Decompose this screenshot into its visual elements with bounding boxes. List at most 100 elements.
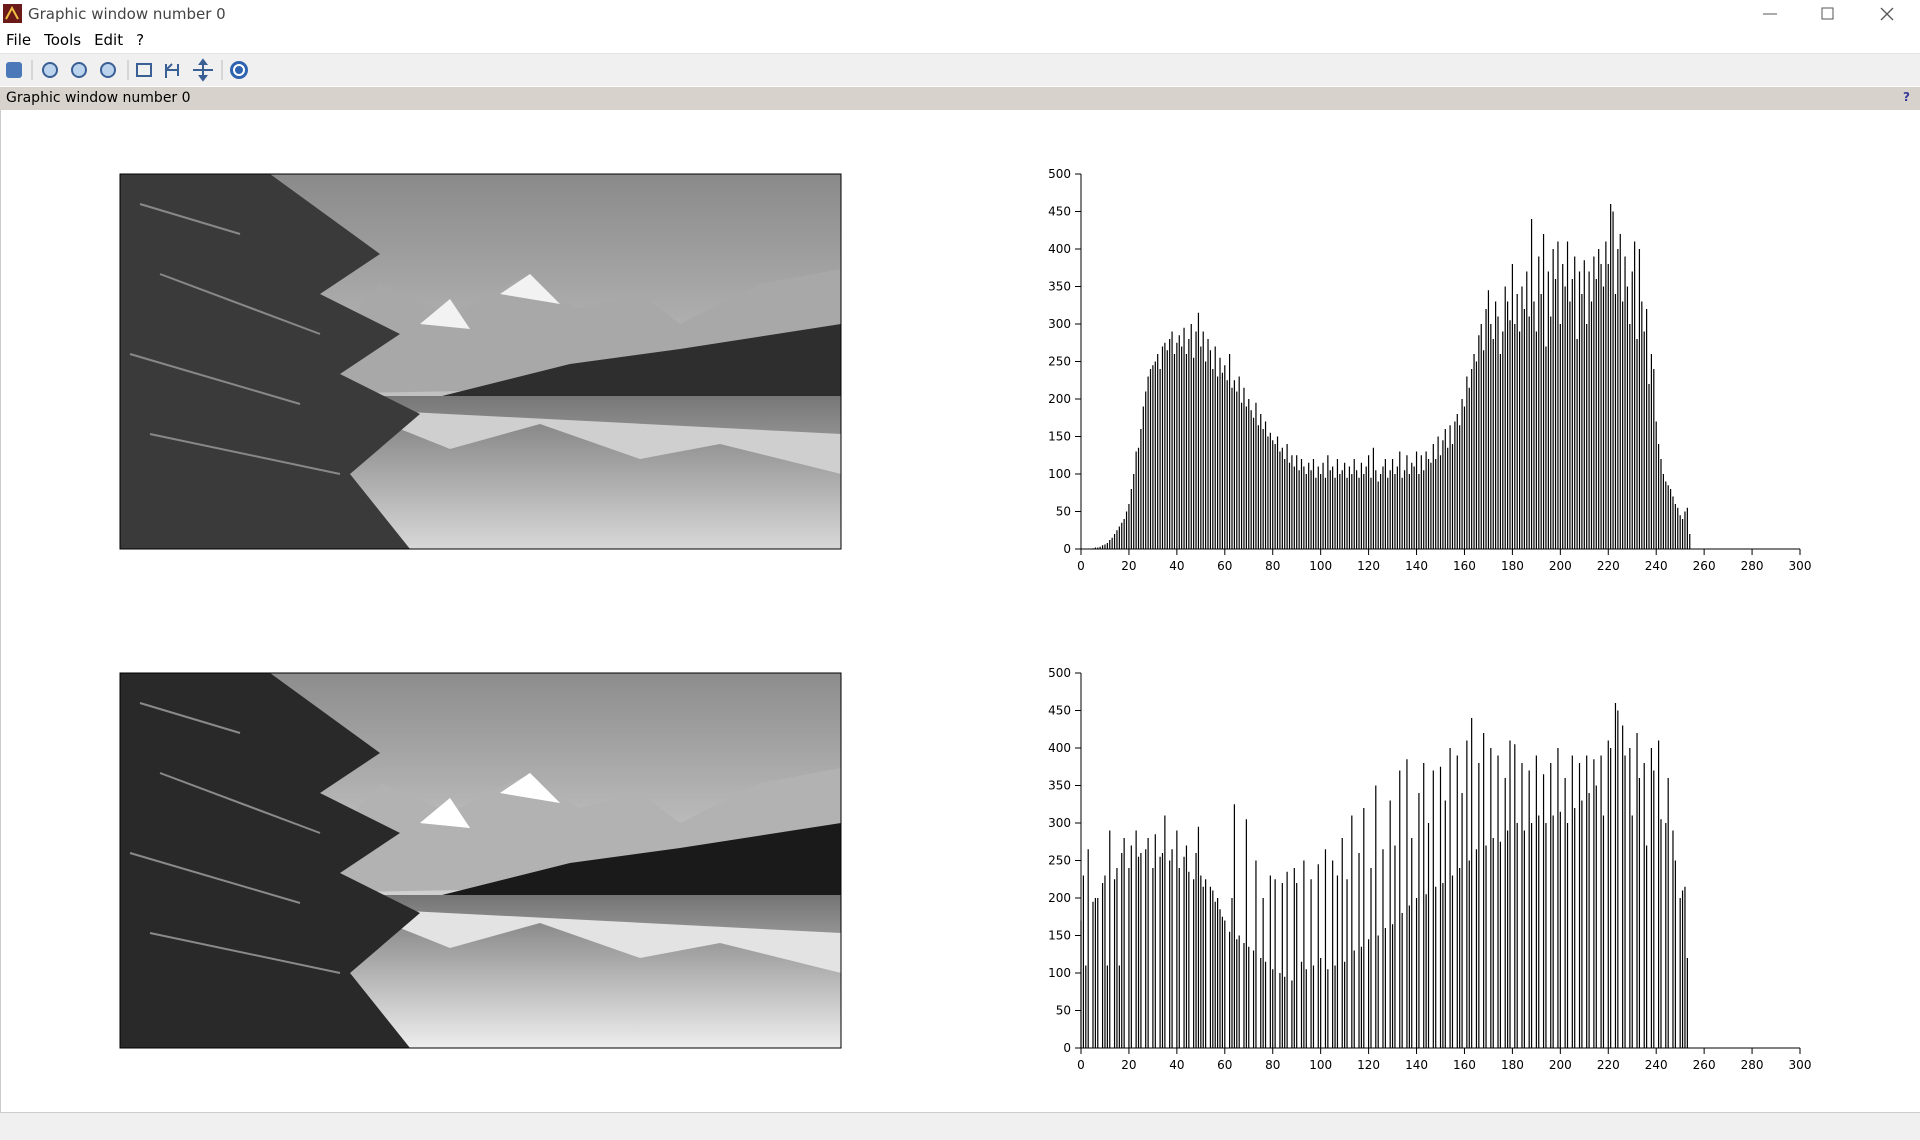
bar xyxy=(1344,462,1346,549)
bar xyxy=(1276,436,1279,549)
y-tick-label: 450 xyxy=(1048,704,1071,718)
x-tick-label: 260 xyxy=(1693,559,1716,573)
bar xyxy=(1149,369,1152,549)
bar xyxy=(1521,763,1523,1048)
menu-help[interactable]: ? xyxy=(136,31,145,49)
bar xyxy=(1401,477,1403,549)
bar xyxy=(1212,890,1214,1048)
bar xyxy=(1341,470,1343,549)
bar xyxy=(1312,459,1315,549)
bar xyxy=(1466,740,1468,1048)
bar xyxy=(1209,886,1212,1048)
bar xyxy=(1197,826,1200,1048)
bar xyxy=(1403,470,1406,549)
bar xyxy=(1219,909,1221,1048)
bar xyxy=(1418,793,1420,1048)
bar xyxy=(1300,961,1303,1048)
bar xyxy=(1264,961,1267,1048)
y-tick-label: 150 xyxy=(1048,929,1071,943)
bar xyxy=(1183,327,1185,549)
bar xyxy=(1545,823,1547,1048)
menu-file[interactable]: File xyxy=(6,31,32,49)
bar xyxy=(1296,883,1298,1048)
bar xyxy=(1581,294,1583,549)
bar xyxy=(1449,748,1451,1048)
bar xyxy=(1614,703,1617,1048)
bar xyxy=(1382,466,1384,549)
bar xyxy=(1085,965,1087,1048)
bar xyxy=(1478,335,1480,549)
y-tick-label: 200 xyxy=(1048,891,1071,905)
restore-button[interactable] xyxy=(1821,7,1834,20)
bar xyxy=(1523,830,1525,1048)
bar xyxy=(1372,447,1374,549)
bar xyxy=(1569,301,1571,549)
bar xyxy=(1106,543,1108,549)
info-help[interactable]: ? xyxy=(1903,90,1910,104)
bar xyxy=(1624,256,1626,549)
bar xyxy=(1411,462,1413,549)
bar xyxy=(1336,875,1339,1048)
bar xyxy=(1310,470,1312,549)
bar xyxy=(1679,898,1681,1048)
bar xyxy=(1320,474,1322,549)
bar xyxy=(1634,241,1636,549)
bar xyxy=(1646,845,1648,1048)
bar xyxy=(1157,354,1159,549)
menu-edit[interactable]: Edit xyxy=(94,31,124,49)
bar xyxy=(1236,391,1238,549)
x-tick-label: 220 xyxy=(1597,559,1620,573)
bar xyxy=(1178,868,1180,1048)
rotate-tool[interactable] xyxy=(6,62,22,78)
bar xyxy=(1672,830,1674,1048)
help-tool[interactable] xyxy=(230,61,248,79)
bar xyxy=(1101,545,1104,549)
bar xyxy=(1260,414,1262,549)
close-button[interactable] xyxy=(1880,7,1894,21)
y-tick-label: 450 xyxy=(1048,205,1071,219)
bar xyxy=(1312,965,1315,1048)
bar xyxy=(1377,935,1379,1048)
pan-tool[interactable] xyxy=(193,58,213,82)
zoom-original-tool[interactable] xyxy=(71,62,87,78)
status-bar xyxy=(0,1112,1920,1140)
bar xyxy=(1636,339,1638,549)
bar xyxy=(1475,849,1478,1048)
bar xyxy=(1159,369,1161,549)
bar xyxy=(1595,279,1597,549)
bar xyxy=(1166,350,1168,549)
bar xyxy=(1123,519,1125,549)
bar xyxy=(1641,301,1643,549)
zoom-in-tool[interactable] xyxy=(42,62,58,78)
bar xyxy=(1140,429,1142,549)
bar xyxy=(1516,294,1518,549)
bar xyxy=(1334,477,1336,549)
edit-tool[interactable] xyxy=(165,63,179,78)
bar xyxy=(1228,354,1231,549)
bar xyxy=(1217,898,1219,1048)
bar xyxy=(1514,744,1516,1048)
bar xyxy=(1193,879,1195,1048)
x-tick-label: 140 xyxy=(1405,1058,1428,1072)
x-tick-label: 20 xyxy=(1121,559,1136,573)
bar xyxy=(1660,459,1662,549)
bar xyxy=(1557,241,1559,549)
app-icon-glyph xyxy=(5,5,19,20)
bar xyxy=(1387,477,1389,549)
bar xyxy=(1530,219,1533,549)
bar xyxy=(1320,958,1322,1048)
bar xyxy=(1097,898,1099,1048)
info-text: Graphic window number 0 xyxy=(6,90,191,106)
y-tick-label: 100 xyxy=(1048,966,1071,980)
bar xyxy=(1638,778,1641,1048)
bar xyxy=(1113,879,1116,1048)
zoom-out-tool[interactable] xyxy=(100,62,116,78)
menu-tools[interactable]: Tools xyxy=(44,31,82,49)
bar xyxy=(1399,451,1401,549)
bar xyxy=(1351,474,1353,549)
bar xyxy=(1502,331,1504,549)
bar xyxy=(1224,920,1226,1048)
datatip-tool[interactable] xyxy=(136,63,152,77)
bar xyxy=(1552,815,1554,1048)
